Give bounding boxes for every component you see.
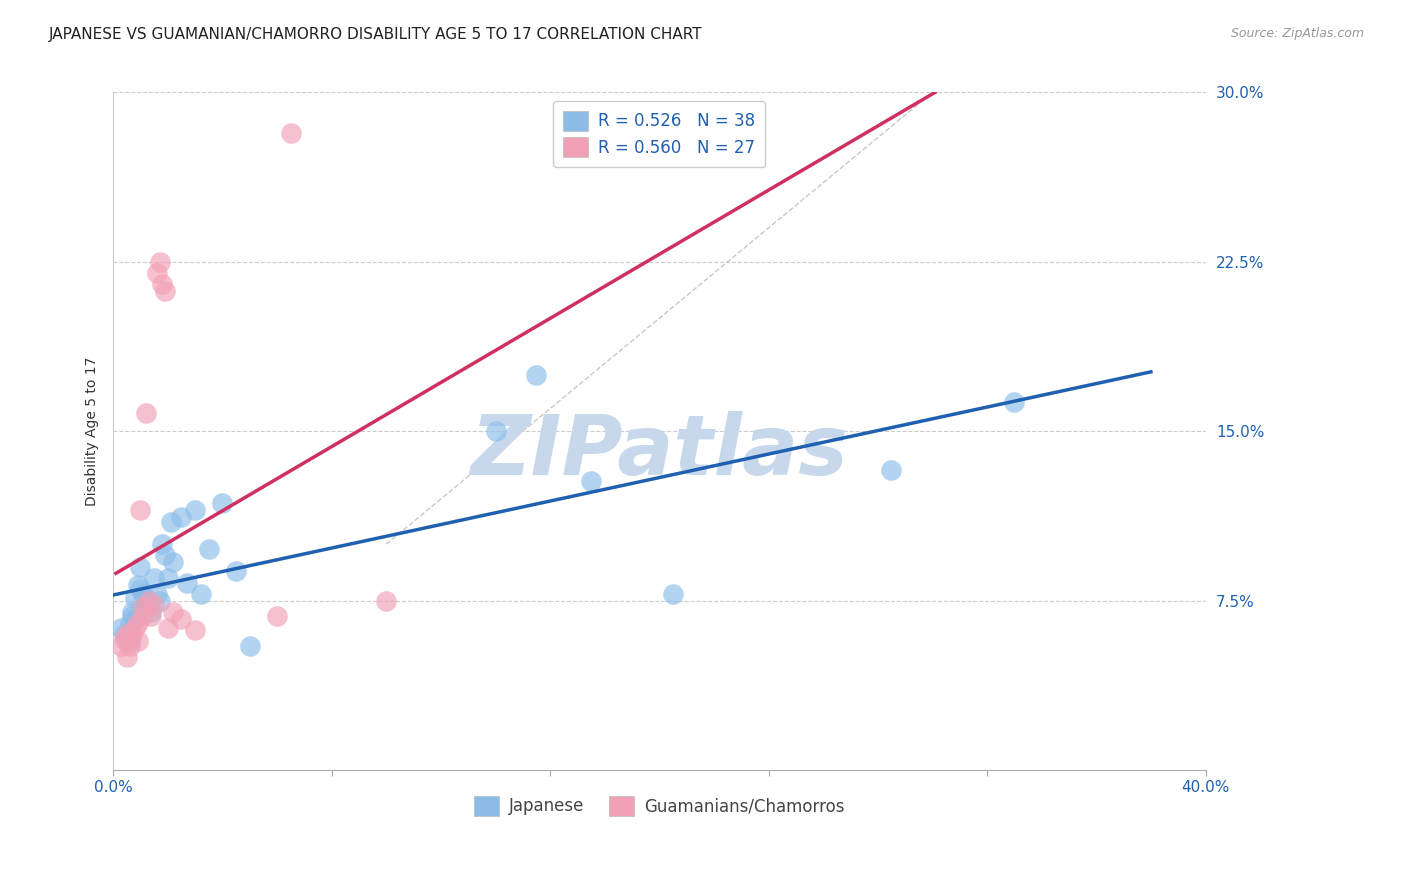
Point xyxy=(526,368,548,382)
Point xyxy=(184,623,207,637)
Point xyxy=(149,254,172,268)
Point xyxy=(1002,394,1025,409)
Point xyxy=(156,621,179,635)
Y-axis label: Disability Age 5 to 17: Disability Age 5 to 17 xyxy=(86,357,100,506)
Point xyxy=(190,587,212,601)
Point xyxy=(112,627,135,641)
Point xyxy=(153,284,176,298)
Point xyxy=(159,515,181,529)
Point xyxy=(129,503,152,517)
Point xyxy=(132,609,155,624)
Point xyxy=(197,541,219,556)
Point xyxy=(225,564,247,578)
Point xyxy=(141,609,163,624)
Point xyxy=(184,503,207,517)
Point xyxy=(135,406,157,420)
Point xyxy=(239,639,262,653)
Point xyxy=(375,593,398,607)
Point xyxy=(129,559,152,574)
Point xyxy=(170,612,193,626)
Point xyxy=(124,612,146,626)
Legend: Japanese, Guamanians/Chamorros: Japanese, Guamanians/Chamorros xyxy=(467,789,852,822)
Point xyxy=(112,632,135,646)
Point xyxy=(138,593,160,607)
Point xyxy=(662,587,685,601)
Point xyxy=(118,639,141,653)
Point xyxy=(579,474,602,488)
Point xyxy=(132,600,155,615)
Point xyxy=(129,582,152,597)
Point xyxy=(170,510,193,524)
Point xyxy=(880,462,903,476)
Point xyxy=(127,634,149,648)
Point xyxy=(115,627,138,641)
Point xyxy=(110,639,132,653)
Point xyxy=(156,571,179,585)
Point xyxy=(115,650,138,665)
Point xyxy=(266,609,288,624)
Point xyxy=(143,598,166,612)
Text: Source: ZipAtlas.com: Source: ZipAtlas.com xyxy=(1230,27,1364,40)
Point xyxy=(121,609,143,624)
Point xyxy=(162,555,184,569)
Point xyxy=(280,126,302,140)
Point xyxy=(121,627,143,641)
Point xyxy=(132,587,155,601)
Point xyxy=(110,621,132,635)
Point xyxy=(127,578,149,592)
Point xyxy=(143,571,166,585)
Point xyxy=(162,605,184,619)
Point xyxy=(149,593,172,607)
Point xyxy=(118,634,141,648)
Point xyxy=(118,616,141,631)
Point xyxy=(150,277,173,292)
Point xyxy=(115,632,138,646)
Point xyxy=(121,605,143,619)
Point xyxy=(484,424,506,438)
Point xyxy=(176,575,198,590)
Point xyxy=(135,598,157,612)
Point xyxy=(124,621,146,635)
Point xyxy=(146,266,169,280)
Point xyxy=(150,537,173,551)
Text: ZIPatlas: ZIPatlas xyxy=(471,411,848,492)
Point xyxy=(146,587,169,601)
Point xyxy=(138,593,160,607)
Text: JAPANESE VS GUAMANIAN/CHAMORRO DISABILITY AGE 5 TO 17 CORRELATION CHART: JAPANESE VS GUAMANIAN/CHAMORRO DISABILIT… xyxy=(49,27,703,42)
Point xyxy=(127,616,149,631)
Point xyxy=(141,605,163,619)
Point xyxy=(124,591,146,606)
Point xyxy=(211,496,233,510)
Point xyxy=(153,549,176,563)
